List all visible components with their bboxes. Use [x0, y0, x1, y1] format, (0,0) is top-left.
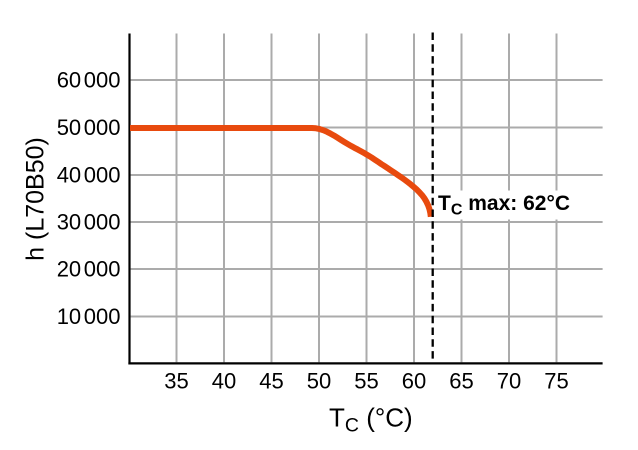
svg-text:75: 75 [544, 369, 568, 394]
svg-text:55: 55 [354, 369, 378, 394]
svg-text:TC max: 62°C: TC max: 62°C [438, 192, 570, 219]
svg-text:60: 60 [402, 369, 426, 394]
svg-text:70: 70 [497, 369, 521, 394]
svg-text:65: 65 [449, 369, 473, 394]
svg-text:50: 50 [307, 369, 331, 394]
svg-text:35: 35 [164, 369, 188, 394]
svg-text:45: 45 [259, 369, 283, 394]
svg-text:h (L70B50): h (L70B50) [21, 137, 49, 261]
svg-text:TC (°C): TC (°C) [329, 403, 413, 437]
svg-text:40: 40 [212, 369, 236, 394]
